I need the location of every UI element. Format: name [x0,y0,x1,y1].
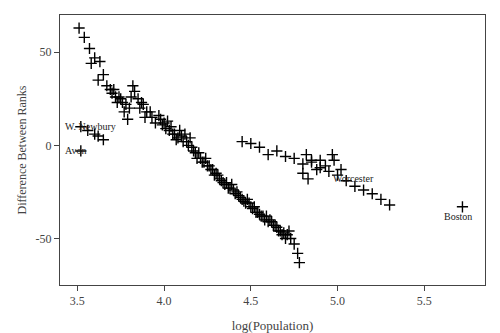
svg-text:Difference Between Ranks: Difference Between Ranks [15,85,29,214]
svg-text:50: 50 [40,45,52,59]
svg-text:5.5: 5.5 [417,294,432,308]
svg-text:log(Population): log(Population) [232,318,314,333]
svg-text:-50: -50 [36,232,52,246]
svg-text:5.0: 5.0 [330,294,345,308]
svg-text:Worcester: Worcester [333,173,374,184]
svg-text:4.5: 4.5 [243,294,258,308]
svg-text:4.0: 4.0 [157,294,172,308]
svg-text:Boston: Boston [444,211,472,222]
svg-text:Avon: Avon [65,145,86,156]
svg-text:W. Newbury: W. Newbury [65,121,116,132]
svg-text:3.5: 3.5 [70,294,85,308]
svg-text:0: 0 [46,139,52,153]
